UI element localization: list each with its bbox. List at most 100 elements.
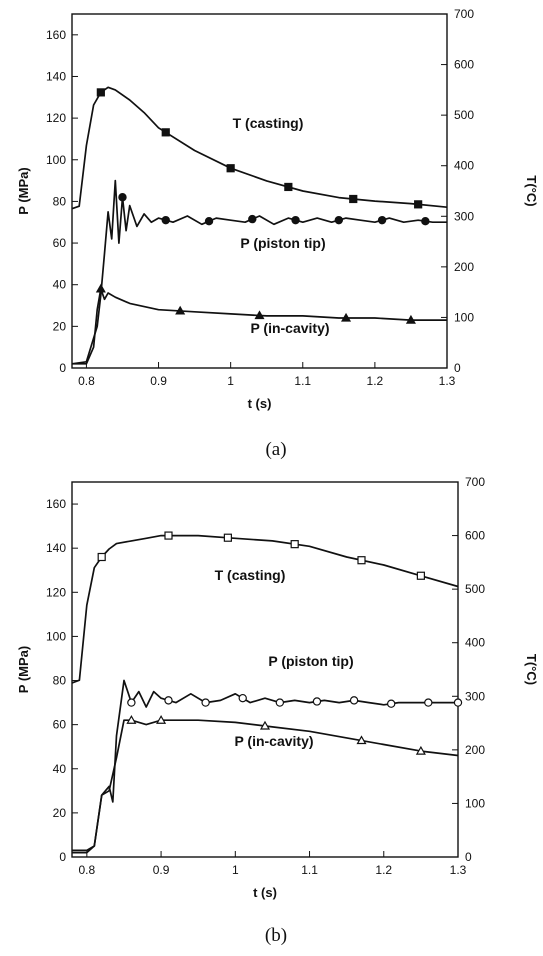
y-tick-label: 140 [46, 541, 66, 555]
y-tick-label: 60 [53, 718, 67, 732]
y2-tick-label: 0 [465, 850, 472, 864]
y2-tick-label: 400 [465, 636, 485, 650]
data-point [161, 128, 170, 137]
chart-1: 0.8 0.9 1 1.1 1.2 1.3020406080100120140160010… [16, 475, 539, 900]
y2-tick-label: 700 [454, 7, 474, 21]
y2-tick-label: 700 [465, 475, 485, 489]
y-tick-label: 120 [46, 585, 66, 599]
chart-0: 0.8 0.9 1 1.1 1.2 1.3020406080100120140160010… [16, 7, 539, 411]
y2-tick-label: 100 [454, 310, 474, 324]
data-point [259, 720, 271, 730]
data-point [386, 699, 396, 708]
data-point [334, 215, 344, 225]
y-tick-label: 20 [53, 806, 67, 820]
x-tick-label: 0.9 [153, 863, 170, 877]
data-point [248, 214, 257, 224]
data-point [357, 556, 366, 565]
y-tick-label: 100 [46, 153, 66, 167]
x-tick-label: 1.1 [301, 863, 318, 877]
series-label-0: T (casting) [215, 567, 286, 583]
data-point [290, 540, 299, 549]
x-tick-label: 0.9 [150, 374, 167, 388]
x-tick-label: 1 [227, 374, 234, 388]
data-point [201, 698, 210, 707]
data-point [223, 533, 232, 542]
plot-frame [71, 13, 448, 369]
data-point [204, 216, 214, 226]
y2-axis-label: T(°C) [524, 175, 539, 206]
x-tick-label: 1.2 [375, 863, 392, 877]
y2-tick-label: 200 [454, 260, 474, 274]
data-point [164, 696, 173, 705]
series-label-1: P (piston tip) [240, 235, 325, 251]
series-line-0 [71, 534, 459, 684]
x-tick-label: 1.3 [450, 863, 467, 877]
y2-tick-label: 100 [465, 796, 485, 810]
data-point [254, 310, 265, 320]
data-point [96, 88, 105, 97]
x-tick-label: 1 [232, 863, 239, 877]
data-point [175, 305, 186, 315]
y-tick-label: 80 [53, 674, 67, 688]
y2-tick-label: 600 [454, 58, 474, 72]
y-tick-label: 0 [59, 850, 66, 864]
x-tick-label: 1.3 [439, 374, 456, 388]
y-axis-label: P (MPa) [16, 646, 31, 693]
series-label-1: P (piston tip) [268, 653, 353, 669]
y-tick-label: 80 [53, 194, 67, 208]
data-point [349, 194, 358, 204]
data-point [161, 215, 170, 225]
y2-axis-label: T(°C) [524, 654, 539, 685]
x-tick-label: 0.8 [78, 374, 95, 388]
y-tick-label: 60 [53, 236, 67, 250]
data-point [164, 531, 173, 540]
data-point [312, 697, 322, 706]
data-point [453, 698, 463, 707]
series-line-1 [72, 679, 458, 852]
data-point [95, 283, 106, 293]
x-tick-label: 1.2 [367, 374, 384, 388]
data-point [421, 216, 430, 226]
series-label-2: P (in-cavity) [234, 733, 313, 749]
y-tick-label: 140 [46, 69, 66, 83]
y-tick-label: 20 [53, 319, 67, 333]
series-label-2: P (in-cavity) [250, 320, 329, 336]
data-point [405, 314, 416, 324]
y2-tick-label: 600 [465, 529, 485, 543]
x-axis-label: t (s) [253, 885, 277, 900]
y-tick-label: 160 [46, 497, 66, 511]
data-point [356, 735, 367, 745]
series-line-0 [71, 86, 448, 210]
y2-tick-label: 300 [454, 209, 474, 223]
data-point [97, 552, 106, 562]
y-tick-label: 40 [53, 762, 67, 776]
caption-b: (b) [265, 925, 287, 946]
y-tick-label: 100 [46, 629, 66, 643]
x-tick-label: 1.1 [294, 374, 311, 388]
y-tick-label: 120 [46, 111, 66, 125]
data-point [291, 215, 300, 225]
x-tick-label: 0.8 [79, 863, 96, 877]
data-point [414, 200, 423, 209]
series-line-1 [71, 179, 447, 365]
data-point [226, 164, 235, 173]
data-point [415, 745, 426, 755]
y-axis-label: P (MPa) [16, 167, 31, 214]
data-point [126, 715, 137, 724]
y2-tick-label: 500 [454, 108, 474, 122]
data-point [349, 696, 359, 705]
y-tick-label: 0 [59, 361, 66, 375]
data-point [156, 715, 167, 724]
data-point [341, 312, 352, 322]
y-tick-label: 40 [53, 278, 67, 292]
data-point [377, 215, 387, 225]
y2-tick-label: 400 [454, 159, 474, 173]
x-axis-label: t (s) [248, 396, 272, 411]
data-point [275, 698, 285, 707]
y-tick-label: 160 [46, 28, 66, 42]
y2-tick-label: 200 [465, 743, 485, 757]
y2-tick-label: 0 [454, 361, 461, 375]
plot-frame [71, 481, 459, 858]
y2-tick-label: 500 [465, 582, 485, 596]
series-line-2 [72, 719, 459, 854]
